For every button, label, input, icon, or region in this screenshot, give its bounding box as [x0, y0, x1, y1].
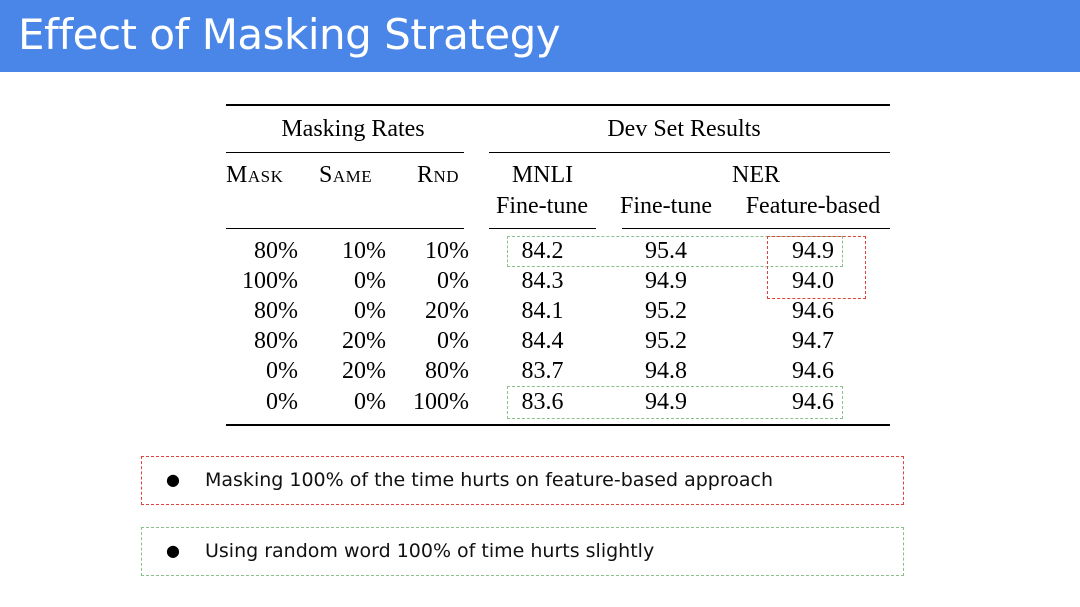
header-bottom-rule-ner	[622, 228, 890, 229]
col-header-rnd: Rnd	[417, 162, 460, 188]
cell-rnd: 0%	[437, 268, 469, 294]
header-bottom-rule-left	[226, 228, 464, 229]
note-random-word: ● Using random word 100% of time hurts s…	[141, 527, 904, 576]
table-top-rule	[226, 104, 890, 106]
slide-title: Effect of Masking Strategy	[18, 10, 561, 59]
cell-rnd: 20%	[425, 298, 469, 324]
col-subheader-ner-finetune: Fine-tune	[620, 193, 712, 219]
cell-same: 0%	[354, 298, 386, 324]
cell-mnli: 84.2	[521, 238, 564, 264]
col-header-mnli: MNLI	[511, 162, 574, 188]
cell-ner-feature: 94.0	[792, 268, 834, 294]
cell-mask: 0%	[266, 358, 298, 384]
bullet-icon: ●	[166, 541, 180, 560]
cell-same: 20%	[342, 358, 386, 384]
cell-ner-finetune: 95.4	[645, 238, 687, 264]
cell-ner-feature: 94.6	[792, 358, 834, 384]
group-header-masking-rates: Masking Rates	[281, 116, 425, 142]
col-header-same: Same	[319, 162, 373, 188]
cell-ner-feature: 94.6	[792, 298, 834, 324]
note-text: Masking 100% of the time hurts on featur…	[205, 469, 774, 491]
cell-ner-finetune: 94.9	[645, 389, 687, 415]
highlight-row-random-100	[507, 386, 843, 419]
cell-ner-feature: 94.7	[792, 328, 834, 354]
table-bottom-rule	[226, 424, 890, 426]
cell-mask: 80%	[254, 238, 298, 264]
highlight-feature-based-cells	[767, 236, 866, 299]
dev-set-rule	[489, 152, 890, 153]
cell-ner-finetune: 95.2	[645, 298, 687, 324]
col-header-mask: Mask	[226, 162, 284, 188]
cell-mask: 100%	[242, 268, 298, 294]
cell-rnd: 100%	[413, 389, 469, 415]
cell-mnli: 84.1	[521, 298, 564, 324]
cell-mask: 0%	[266, 389, 298, 415]
col-subheader-ner-feature-based: Feature-based	[745, 193, 881, 219]
cell-ner-finetune: 94.9	[645, 268, 687, 294]
cell-rnd: 10%	[425, 238, 469, 264]
bullet-icon: ●	[166, 470, 180, 489]
cell-same: 0%	[354, 389, 386, 415]
header-bottom-rule-mnli	[489, 228, 596, 229]
title-bar: Effect of Masking Strategy	[0, 0, 1080, 72]
cell-rnd: 0%	[437, 328, 469, 354]
col-subheader-mnli-finetune: Fine-tune	[496, 193, 588, 219]
masking-rates-rule	[226, 152, 464, 153]
cell-ner-finetune: 95.2	[645, 328, 687, 354]
cell-mask: 80%	[254, 328, 298, 354]
cell-mnli: 84.4	[521, 328, 564, 354]
cell-rnd: 80%	[425, 358, 469, 384]
col-header-ner: NER	[732, 162, 780, 188]
group-header-dev-set-results: Dev Set Results	[607, 116, 761, 142]
cell-mnli: 83.6	[521, 389, 564, 415]
cell-ner-feature: 94.6	[792, 389, 834, 415]
cell-mnli: 84.3	[521, 268, 564, 294]
cell-ner-feature: 94.9	[792, 238, 834, 264]
cell-same: 20%	[342, 328, 386, 354]
cell-mnli: 83.7	[521, 358, 564, 384]
cell-mask: 80%	[254, 298, 298, 324]
note-feature-based: ● Masking 100% of the time hurts on feat…	[141, 456, 904, 505]
cell-same: 0%	[354, 268, 386, 294]
highlight-row-baseline	[507, 236, 843, 267]
note-text: Using random word 100% of time hurts sli…	[205, 540, 655, 562]
cell-ner-finetune: 94.8	[645, 358, 687, 384]
cell-same: 10%	[342, 238, 386, 264]
